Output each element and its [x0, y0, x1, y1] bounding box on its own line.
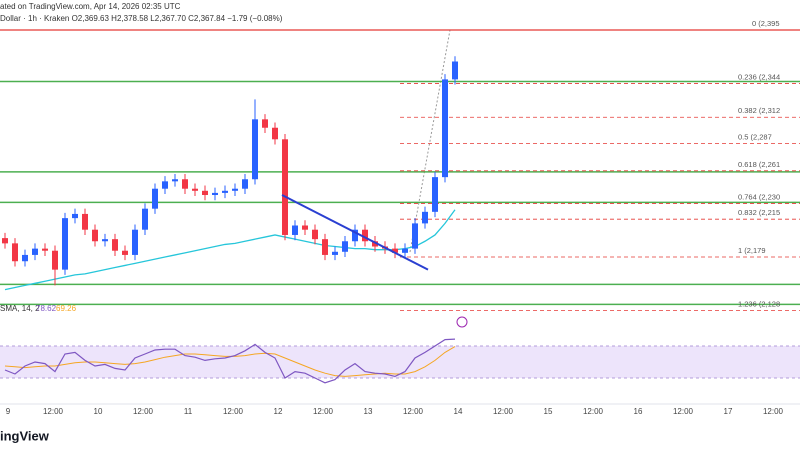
- candle-body: [172, 179, 178, 182]
- x-tick-label: 12: [274, 407, 283, 416]
- candle-body: [152, 188, 158, 209]
- x-tick-label: 11: [184, 407, 193, 416]
- candle-body: [282, 139, 288, 235]
- fib-label: 0.236 (2,344: [738, 73, 780, 82]
- fib-label: 0.382 (2,312: [738, 106, 780, 115]
- candle-body: [252, 119, 258, 180]
- candle-body: [362, 229, 368, 242]
- candle-body: [352, 229, 358, 242]
- candle-body: [342, 241, 348, 252]
- x-tick-label: 10: [94, 407, 103, 416]
- candle-body: [262, 119, 268, 128]
- candle-body: [242, 179, 248, 189]
- sma-line: [4, 209, 456, 291]
- symbol-info: Dollar · 1h · Kraken O2,369.63 H2,378.58…: [0, 14, 283, 23]
- candle-body: [142, 208, 148, 230]
- candle-body: [412, 223, 418, 249]
- candle-body: [322, 239, 328, 255]
- x-tick-label: 12:00: [403, 407, 424, 416]
- candle-body: [312, 229, 318, 240]
- candle-body: [12, 243, 18, 262]
- candle-body: [222, 190, 228, 193]
- candle-body: [452, 61, 458, 80]
- trendline: [281, 194, 429, 271]
- candle-body: [22, 254, 28, 262]
- rsi-line: [4, 338, 456, 384]
- candle-body: [32, 248, 38, 255]
- candle-body: [132, 229, 138, 255]
- alert-icon: [456, 316, 468, 328]
- candle-body: [442, 79, 448, 178]
- candle-body: [402, 248, 408, 253]
- candle-body: [62, 218, 68, 270]
- fib-label: 0 (2,395: [752, 19, 780, 28]
- x-tick-label: 16: [634, 407, 643, 416]
- candle-body: [432, 177, 438, 212]
- logo: ingView: [0, 428, 50, 443]
- x-tick-label: 12:00: [673, 407, 694, 416]
- candle-body: [232, 188, 238, 191]
- candle-body: [192, 188, 198, 191]
- candle-body: [122, 250, 128, 255]
- x-tick-label: 15: [544, 407, 553, 416]
- fib-label: 0.5 (2,287: [738, 132, 772, 141]
- fib-label: 0.764 (2,230: [738, 192, 780, 201]
- rsi-name: SMA, 14, 2: [0, 304, 40, 313]
- candle-body: [162, 181, 168, 189]
- fib-label: 0.618 (2,261: [738, 160, 780, 169]
- x-tick-label: 9: [6, 407, 11, 416]
- x-tick-label: 12:00: [313, 407, 334, 416]
- candle-body: [372, 241, 378, 247]
- x-tick-label: 12:00: [763, 407, 784, 416]
- candle-body: [182, 179, 188, 189]
- x-tick-label: 12:00: [223, 407, 244, 416]
- candle-body: [422, 211, 428, 224]
- candle-body: [302, 225, 308, 230]
- x-tick-label: 14: [454, 407, 463, 416]
- fib-label: 0.832 (2,215: [738, 208, 780, 217]
- fib-label: 1.236 (2,128: [738, 300, 780, 309]
- rsi-band: [0, 346, 800, 378]
- x-tick-label: 12:00: [583, 407, 604, 416]
- x-tick-label: 12:00: [493, 407, 514, 416]
- rsi-sma-value: 69.26: [56, 304, 77, 313]
- rsi-value: 78.62: [36, 304, 57, 313]
- candle-body: [202, 190, 208, 196]
- x-tick-label: 12:00: [43, 407, 64, 416]
- x-tick-label: 13: [364, 407, 373, 416]
- publisher: ated on TradingView.com, Apr 14, 2026 02…: [0, 2, 181, 11]
- candle-body: [42, 248, 48, 251]
- candle-body: [2, 238, 8, 244]
- x-tick-label: 17: [724, 407, 733, 416]
- candle-body: [102, 239, 108, 242]
- candle-body: [392, 248, 398, 253]
- candle-body: [52, 250, 58, 270]
- candle-body: [292, 225, 298, 235]
- candle-body: [82, 213, 88, 230]
- candle-body: [332, 251, 338, 255]
- fib-anchor: [409, 29, 451, 253]
- candle-body: [92, 229, 98, 242]
- candle-body: [112, 239, 118, 251]
- candle-body: [212, 192, 218, 196]
- candle-body: [72, 213, 78, 219]
- fib-label: 1 (2,179: [738, 246, 766, 255]
- candle-body: [272, 127, 278, 140]
- x-tick-label: 12:00: [133, 407, 154, 416]
